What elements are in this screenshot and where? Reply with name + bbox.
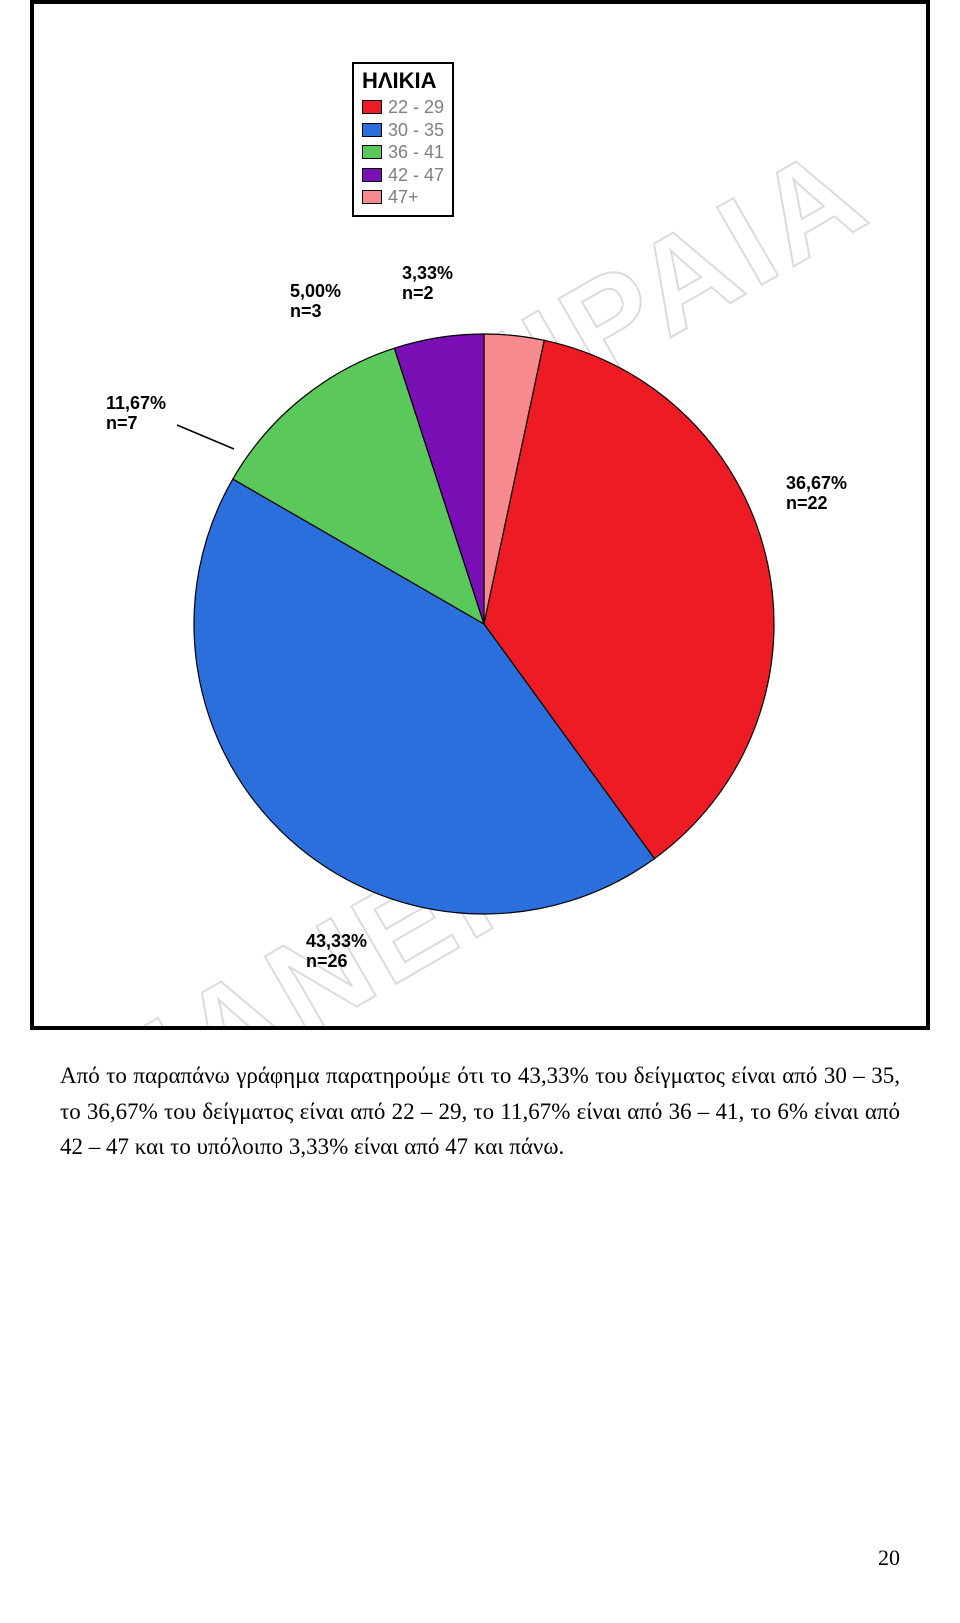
pie-label-n: n=2 — [402, 284, 453, 304]
pie-label-percent: 43,33% — [306, 931, 367, 951]
pie-label-n: n=7 — [106, 414, 166, 434]
legend-swatch — [362, 100, 382, 114]
legend-swatch — [362, 168, 382, 182]
legend-box: ΗΛΙΚΙΑ 22 - 2930 - 3536 - 4142 - 4747+ — [352, 62, 454, 217]
legend-row: 30 - 35 — [362, 119, 444, 142]
pie-data-label: 43,33%n=26 — [306, 932, 367, 972]
legend-row: 36 - 41 — [362, 141, 444, 164]
legend-swatch — [362, 123, 382, 137]
legend-label: 42 - 47 — [388, 164, 444, 187]
legend-label: 47+ — [388, 186, 419, 209]
pie-chart — [184, 324, 784, 924]
pie-label-n: n=26 — [306, 952, 367, 972]
chart-frame: ΕΙΡΑΙΑ ΠΑΝΕΠΙΣΤ ΗΛΙΚΙΑ 22 - 2930 - 3536 … — [30, 0, 930, 1030]
pie-label-percent: 3,33% — [402, 263, 453, 283]
pie-label-percent: 5,00% — [290, 281, 341, 301]
legend-label: 22 - 29 — [388, 96, 444, 119]
pie-label-percent: 36,67% — [786, 473, 847, 493]
pie-data-label: 11,67%n=7 — [106, 394, 166, 434]
page-root: ΕΙΡΑΙΑ ΠΑΝΕΠΙΣΤ ΗΛΙΚΙΑ 22 - 2930 - 3536 … — [0, 0, 960, 1591]
pie-data-label: 3,33%n=2 — [402, 264, 453, 304]
legend-swatch — [362, 145, 382, 159]
spacer — [0, 1165, 960, 1545]
body-paragraph: Από το παραπάνω γράφημα παρατηρούμε ότι … — [0, 1030, 960, 1165]
legend-swatch — [362, 190, 382, 204]
page-number: 20 — [0, 1545, 960, 1591]
legend-items: 22 - 2930 - 3536 - 4142 - 4747+ — [362, 96, 444, 209]
legend-row: 47+ — [362, 186, 444, 209]
pie-label-n: n=3 — [290, 302, 341, 322]
legend-title: ΗΛΙΚΙΑ — [362, 68, 444, 94]
pie-label-n: n=22 — [786, 494, 847, 514]
pie-label-percent: 11,67% — [106, 393, 166, 413]
pie-data-label: 5,00%n=3 — [290, 282, 341, 322]
legend-label: 30 - 35 — [388, 119, 444, 142]
legend-row: 42 - 47 — [362, 164, 444, 187]
legend-row: 22 - 29 — [362, 96, 444, 119]
legend-label: 36 - 41 — [388, 141, 444, 164]
pie-data-label: 36,67%n=22 — [786, 474, 847, 514]
